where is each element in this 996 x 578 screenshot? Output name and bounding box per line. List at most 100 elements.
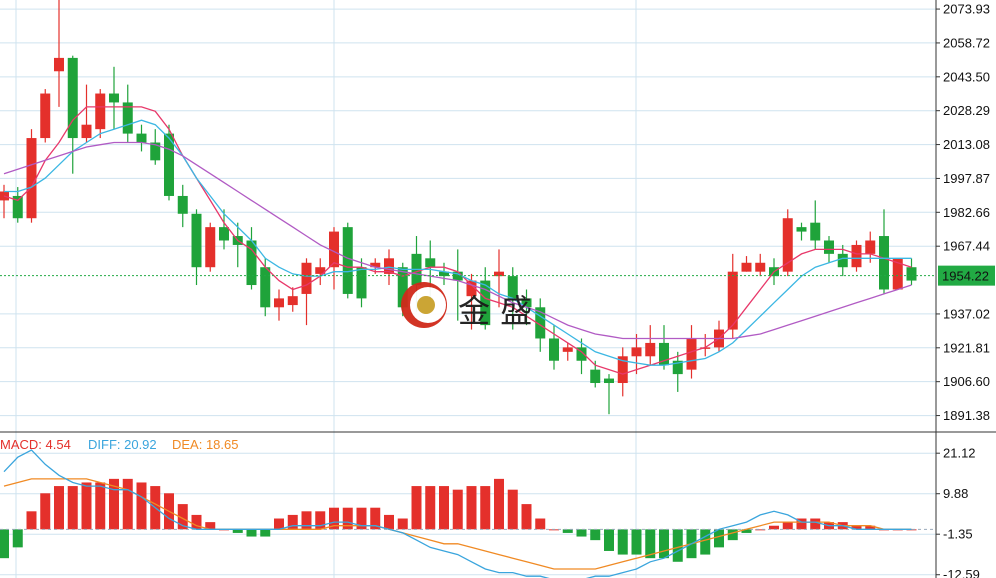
candle-body <box>81 124 92 139</box>
candle-body <box>370 262 381 268</box>
legend-dea: DEA: 18.65 <box>172 437 239 452</box>
candle-body <box>535 307 546 339</box>
candle-body <box>95 93 106 130</box>
current-price-label: 1954.22 <box>942 269 989 284</box>
diff-line <box>3 449 912 578</box>
candle-body <box>851 244 862 268</box>
macd-bar <box>521 504 532 530</box>
macd-bar <box>205 522 216 530</box>
candle-body <box>205 227 216 268</box>
candle-body <box>425 258 436 268</box>
candle-body <box>466 280 477 297</box>
candlesticks <box>0 0 917 415</box>
candle-body <box>879 236 889 290</box>
y-tick-label: 1937.02 <box>943 306 990 321</box>
macd-bar <box>136 482 147 530</box>
macd-bar <box>12 529 23 548</box>
macd-panel <box>0 449 936 578</box>
legend-macd: MACD: 4.54 <box>0 437 71 452</box>
candle-body <box>686 338 697 370</box>
y-tick-label: 2073.93 <box>943 2 990 17</box>
candle-body <box>521 298 532 308</box>
macd-bar <box>191 514 202 530</box>
macd-bar <box>631 529 642 555</box>
macd-tick-label: -12.59 <box>943 567 980 578</box>
candle-body <box>659 342 669 366</box>
y-tick-label: 2043.50 <box>943 69 990 84</box>
logo-coin <box>417 296 435 314</box>
candle-body <box>12 195 23 219</box>
macd-bar <box>95 482 106 530</box>
candle-body <box>315 267 326 274</box>
macd-bar <box>315 511 326 530</box>
macd-bar <box>796 518 807 530</box>
candle-body <box>507 276 518 299</box>
candle-body <box>397 267 408 308</box>
candle-body <box>494 271 504 277</box>
macd-bar <box>329 507 339 530</box>
macd-bar <box>81 482 92 530</box>
macd-bar <box>851 525 862 530</box>
candle-body <box>810 222 821 241</box>
legend-diff: DIFF: 20.92 <box>88 437 157 452</box>
macd-bar <box>755 529 766 531</box>
macd-bar <box>384 514 394 530</box>
candle-body <box>329 231 339 268</box>
macd-bar <box>604 529 614 551</box>
candle-body <box>191 213 202 268</box>
macd-bar <box>700 529 711 555</box>
candle-body <box>40 93 51 139</box>
candle-body <box>67 57 78 139</box>
candle-body <box>755 262 766 272</box>
macd-bar <box>122 478 133 530</box>
macd-bar <box>590 529 601 541</box>
macd-bar <box>26 511 37 530</box>
candle-body <box>576 347 587 361</box>
macd-bar <box>274 518 284 530</box>
macd-bar <box>507 489 518 530</box>
y-tick-label: 2013.08 <box>943 137 990 152</box>
y-tick-label: 2058.72 <box>943 35 990 50</box>
candle-body <box>480 280 491 326</box>
candle-body <box>631 347 642 357</box>
macd-bar <box>741 529 752 533</box>
macd-bar <box>40 493 51 530</box>
macd-bar <box>67 486 78 530</box>
macd-bar <box>645 529 656 559</box>
candle-body <box>700 347 711 349</box>
macd-bar <box>425 486 436 530</box>
y-tick-label: 1921.81 <box>943 340 990 355</box>
candle-body <box>122 102 133 134</box>
candle-body <box>342 227 353 294</box>
macd-bar <box>562 529 573 533</box>
candle-body <box>246 240 257 286</box>
y-tick-label: 1891.38 <box>943 408 990 423</box>
candle-body <box>741 262 752 272</box>
ma-line-1 <box>4 119 912 366</box>
macd-bar <box>397 518 408 530</box>
ma-line-0 <box>3 106 912 375</box>
candle-body <box>906 267 917 281</box>
macd-tick-label: 9.88 <box>943 486 968 501</box>
candle-body <box>549 338 559 361</box>
macd-bar <box>865 525 876 530</box>
y-tick-label: 2028.29 <box>943 103 990 118</box>
y-tick-label: 1906.60 <box>943 374 990 389</box>
watermark-logo: 金 盛 <box>401 282 532 330</box>
watermark-text: 金 盛 <box>458 292 532 330</box>
macd-legend: MACD: 4.54 DIFF: 20.92 DEA: 18.65 <box>0 437 239 452</box>
candle-body <box>645 342 656 357</box>
macd-bar <box>109 478 119 530</box>
y-tick-label: 1997.87 <box>943 171 990 186</box>
macd-bar <box>232 529 243 533</box>
candle-body <box>782 218 793 272</box>
candle-body <box>892 258 903 290</box>
candle-body <box>177 195 188 214</box>
macd-bar <box>246 529 257 537</box>
candle-body <box>136 133 147 143</box>
candle-body <box>604 378 614 384</box>
candle-body <box>26 138 37 219</box>
candle-body <box>796 227 807 232</box>
candle-body <box>439 271 449 277</box>
macd-bar <box>177 504 188 530</box>
